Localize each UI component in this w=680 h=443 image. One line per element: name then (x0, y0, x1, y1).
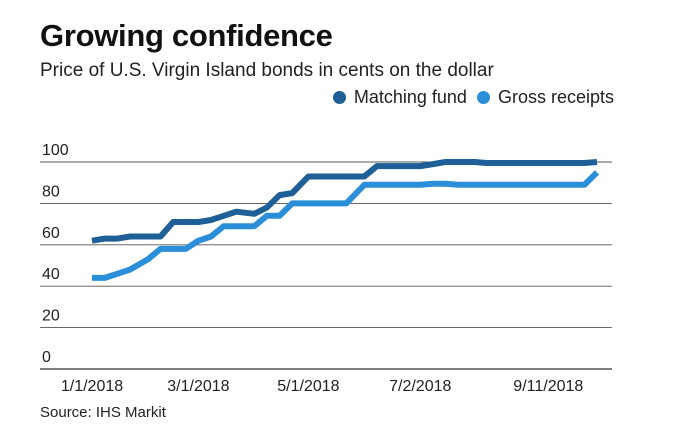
y-tick-label: 60 (42, 225, 60, 242)
y-tick-label: 100 (42, 142, 69, 159)
legend-swatch-matching-fund (332, 91, 346, 104)
legend-label-gross-receipts: Gross receipts (497, 87, 614, 107)
series-line-gross-receipts (92, 170, 600, 281)
legend-item-gross-receipts: Gross receipts (476, 87, 614, 108)
chart-title: Growing confidence (40, 18, 333, 53)
x-tick-label: 3/1/2018 (167, 378, 229, 395)
x-tick-label: 9/11/2018 (513, 378, 583, 395)
series-line-matching-fund (91, 159, 598, 244)
y-tick-label: 20 (42, 308, 60, 325)
chart-subtitle: Price of U.S. Virgin Island bonds in cen… (40, 60, 494, 81)
y-tick-label: 40 (42, 266, 60, 283)
x-tick-label: 7/2/2018 (389, 378, 451, 395)
legend: Matching fund Gross receipts (332, 87, 614, 108)
x-tick-label: 1/1/2018 (61, 378, 123, 395)
y-tick-label: 80 (42, 183, 60, 200)
source-note: Source: IHS Markit (40, 404, 166, 421)
legend-swatch-gross-receipts (476, 91, 490, 104)
legend-label-matching-fund: Matching fund (353, 87, 467, 107)
x-tick-label: 5/1/2018 (277, 378, 339, 395)
legend-item-matching-fund: Matching fund (332, 87, 467, 108)
y-tick-label: 0 (42, 349, 51, 366)
